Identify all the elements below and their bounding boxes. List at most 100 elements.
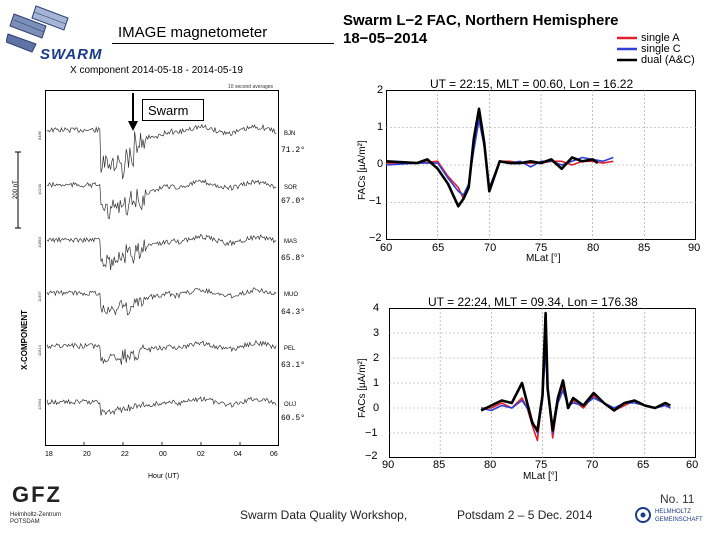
x-tick-label: 22 [121, 451, 129, 458]
magnetometer-traces [46, 123, 277, 446]
x-tick-label: 65 [432, 242, 445, 254]
station-trace [46, 123, 277, 180]
station-label: SOR [284, 185, 298, 191]
y-tick-label: −1 [369, 195, 382, 207]
footer-workshop: Swarm Data Quality Workshop, [240, 508, 408, 522]
fac-title-line2: 18−05−2014 [343, 30, 428, 47]
title-underline [112, 43, 334, 44]
x-tick-label: 04 [234, 451, 242, 458]
footer-location: Potsdam 2 – 5 Dec. 2014 [457, 508, 593, 522]
helmholtz-logo-icon [635, 507, 651, 523]
x-tick-label: 90 [382, 459, 395, 471]
station-baseline: 10240 [37, 183, 42, 195]
x-tick-label: 00 [159, 451, 167, 458]
x-tick-label: 85 [433, 459, 446, 471]
helmholtz-line1: HELMHOLTZ [655, 509, 691, 515]
swarm-callout: Swarm [142, 99, 204, 121]
y-tick-label: 1 [373, 377, 380, 389]
station-latitude: 71.2° [281, 146, 306, 155]
station-label: BJN [284, 131, 296, 137]
station-baseline: 11397 [37, 291, 42, 302]
station-latitude: 65.8° [281, 254, 306, 263]
y-tick-label: 4 [373, 302, 380, 314]
fac-title: Swarm L−2 FAC, Northern Hemisphere 18−05… [343, 12, 619, 48]
x-tick-label: 60 [686, 459, 699, 471]
legend-item-dual: dual (A&C) [641, 54, 695, 66]
x-tick-label: 60 [380, 242, 393, 254]
station-latitude: 67.0° [281, 197, 306, 206]
x-tick-label: 02 [197, 451, 205, 458]
x-tick-label: 20 [83, 451, 91, 458]
series-line-single-c [480, 347, 671, 434]
legend: single A single C dual (A&C) [617, 32, 697, 78]
station-latitude: 60.5° [281, 414, 306, 423]
series-line-dual-a-c- [386, 107, 599, 208]
x-axis-label: MLat [°] [523, 471, 558, 482]
magnetometer-plot-title: X component 2014-05-18 - 2014-05-19 [70, 65, 243, 76]
station-trace [46, 339, 277, 365]
legend-item-single-a: single A [641, 32, 680, 44]
x-component-axis-label: X-COMPONENT [20, 310, 29, 370]
station-baseline: 10853 [37, 236, 42, 248]
station-trace [46, 287, 277, 316]
station-label: MAS [284, 239, 298, 245]
y-tick-label: 3 [373, 327, 380, 339]
y-tick-label: 0 [377, 158, 384, 170]
y-axis-label: FACs [µA/m²] [357, 358, 368, 418]
station-label: OUJ [284, 402, 296, 408]
series-line-dual-a-c- [480, 311, 671, 432]
plot-top [386, 90, 696, 240]
helmholtz-line2: GEMEINSCHAFT [655, 517, 703, 523]
station-label: MUO [284, 292, 298, 298]
x-tick-label: 70 [586, 459, 599, 471]
x-axis-label: MLat [°] [526, 253, 561, 264]
hour-axis-label: Hour (UT) [148, 473, 180, 480]
station-latitude: 64.3° [281, 308, 306, 317]
fac-title-line1: Swarm L−2 FAC, Northern Hemisphere [343, 12, 619, 29]
satellite-icon [6, 5, 69, 53]
gfz-subtitle-line2: POTSDAM [10, 519, 40, 525]
station-trace [46, 396, 277, 416]
y-tick-label: −1 [365, 427, 378, 439]
magnetometer-plot-subtitle: 10 second averages [228, 84, 274, 90]
plot-bottom [389, 308, 696, 458]
page-number: No. 11 [660, 492, 695, 506]
x-tick-label: 65 [637, 459, 650, 471]
x-tick-label: 75 [535, 242, 548, 254]
x-tick-label: 70 [484, 242, 497, 254]
plot-bottom-title: UT = 22:24, MLT = 09.34, Lon = 176.38 [428, 295, 638, 309]
swarm-satellite-logo [6, 5, 69, 53]
y-tick-label: 1 [377, 121, 384, 133]
station-trace [46, 178, 277, 220]
gfz-subtitle-line1: Helmholtz-Zentrum [10, 512, 62, 518]
plot-top-title: UT = 22:15, MLT = 00.60, Lon = 16.22 [430, 77, 634, 91]
station-baseline: 8486 [37, 131, 42, 140]
swarm-logo-text: SWARM [40, 46, 103, 63]
y-tick-label: 2 [377, 84, 384, 96]
helmholtz-logo-text: HELMHOLTZ GEMEINSCHAFT [655, 508, 703, 524]
gfz-logo-subtitle: Helmholtz-Zentrum POTSDAM [10, 512, 61, 526]
legend-item-single-c: single C [641, 43, 681, 55]
x-tick-label: 75 [535, 459, 548, 471]
x-tick-label: 90 [688, 242, 701, 254]
station-label: PEL [284, 346, 296, 352]
y-tick-label: −2 [369, 232, 382, 244]
scale-label: 200 nT [13, 180, 19, 199]
station-latitude: 63.1° [281, 361, 306, 370]
station-trace [46, 233, 277, 271]
gfz-logo: GFZ [12, 482, 62, 507]
y-tick-label: 0 [373, 402, 380, 414]
arrow-down-icon [128, 93, 138, 131]
y-axis-label: FACs [µA/m²] [357, 140, 368, 200]
y-tick-label: 2 [373, 352, 380, 364]
legend-swatches [617, 36, 637, 62]
magnetometer-title: IMAGE magnetometer [118, 24, 268, 41]
y-tick-label: −2 [365, 450, 378, 462]
x-tick-label: 18 [45, 451, 53, 458]
station-baseline: 12594 [37, 398, 42, 410]
x-tick-label: 85 [638, 242, 651, 254]
scale-bar [15, 151, 21, 229]
station-baseline: 11814 [37, 345, 42, 356]
x-tick-label: 80 [587, 242, 600, 254]
x-tick-label: 80 [484, 459, 497, 471]
